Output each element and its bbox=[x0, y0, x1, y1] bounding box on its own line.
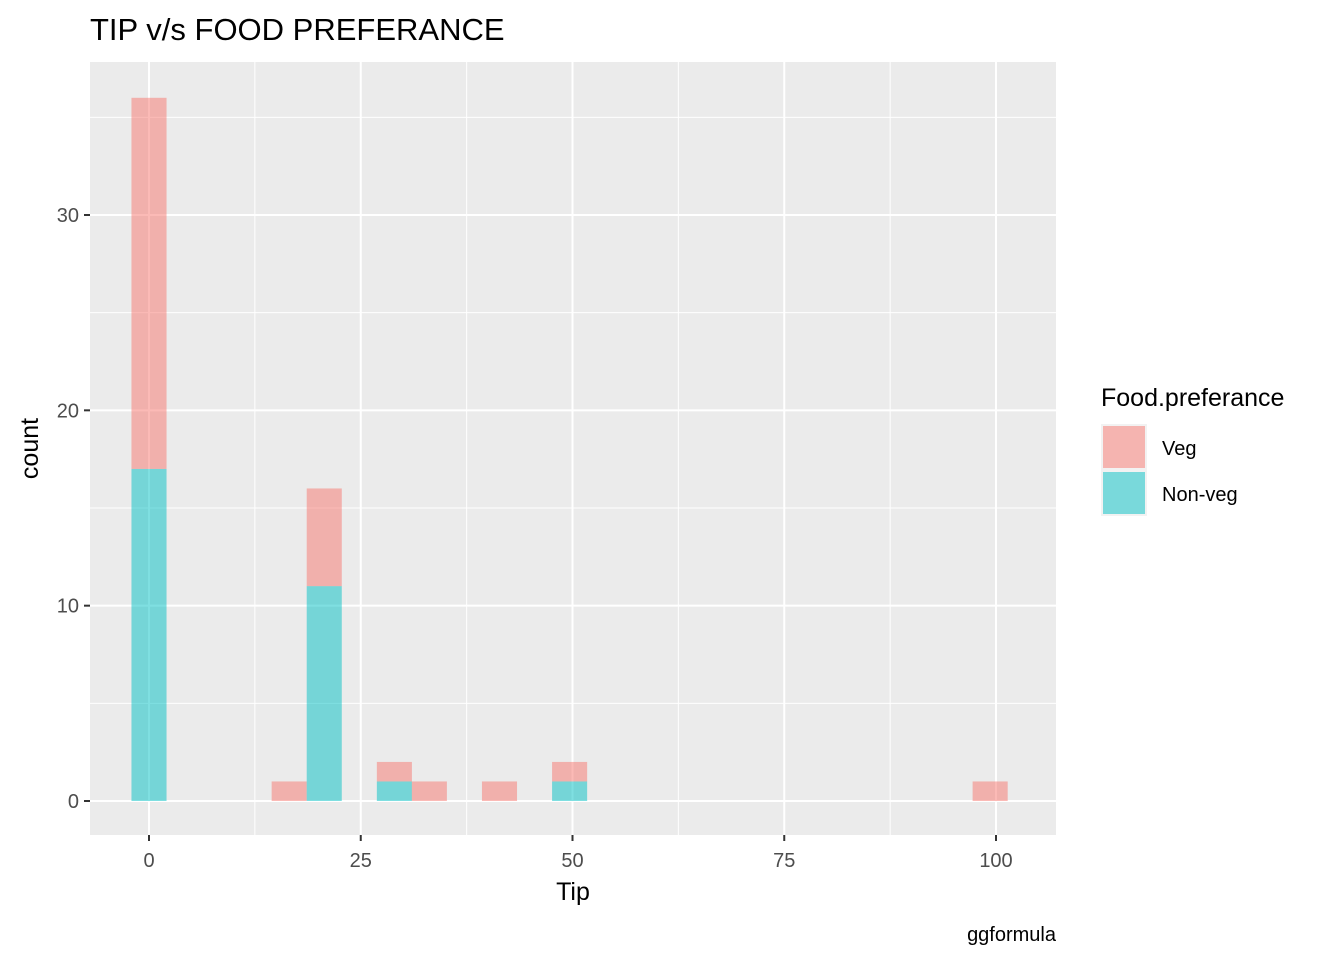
bar-non-veg bbox=[306, 586, 342, 801]
bar-non-veg bbox=[376, 781, 412, 801]
bar-veg bbox=[306, 488, 342, 587]
bar-veg bbox=[271, 781, 307, 801]
chart-title: TIP v/s FOOD PREFERANCE bbox=[90, 12, 505, 47]
x-tick-label: 50 bbox=[561, 850, 583, 872]
legend-key-swatch bbox=[1103, 472, 1145, 514]
y-tick-label: 20 bbox=[57, 400, 79, 422]
axis-ticks: 0 25 50 75 100 0 10 20 30 bbox=[57, 205, 1013, 872]
x-tick-label: 75 bbox=[773, 850, 795, 872]
x-tick-label: 25 bbox=[350, 850, 372, 872]
y-tick-label: 10 bbox=[57, 596, 79, 618]
bar-veg bbox=[376, 761, 412, 782]
bar-veg bbox=[972, 781, 1008, 801]
bar-veg bbox=[552, 761, 588, 782]
y-tick-label: 30 bbox=[57, 205, 79, 227]
y-axis-title: count bbox=[16, 418, 44, 479]
y-tick-label: 0 bbox=[68, 791, 79, 813]
legend-label: Non-veg bbox=[1162, 484, 1238, 506]
bar-veg bbox=[481, 781, 518, 801]
legend: Food.preferance Veg Non-veg bbox=[1101, 384, 1284, 516]
bars bbox=[131, 97, 1008, 801]
bar-veg bbox=[411, 781, 447, 801]
bar-veg bbox=[131, 97, 167, 469]
x-tick-label: 100 bbox=[979, 850, 1012, 872]
legend-label: Veg bbox=[1162, 438, 1196, 460]
caption: ggformula bbox=[967, 924, 1057, 946]
x-tick-label: 0 bbox=[143, 850, 154, 872]
x-axis-title: Tip bbox=[556, 878, 590, 906]
legend-key-swatch bbox=[1103, 426, 1145, 468]
legend-title: Food.preferance bbox=[1101, 384, 1284, 412]
bar-non-veg bbox=[552, 781, 588, 801]
bar-non-veg bbox=[131, 468, 167, 801]
